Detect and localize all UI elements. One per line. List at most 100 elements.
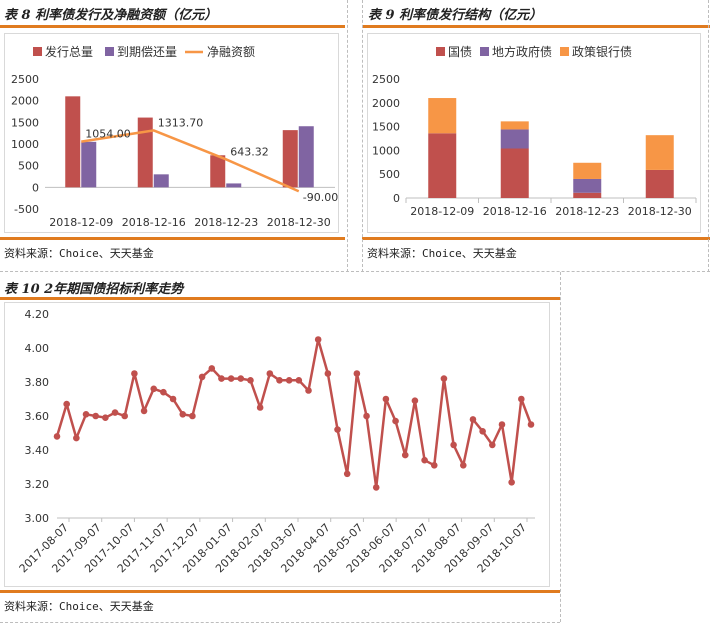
y-tick-label: 3.60 <box>25 410 50 423</box>
legend-label: 地方政府债 <box>492 44 552 59</box>
rate-point <box>111 409 119 416</box>
rate-point <box>131 370 138 377</box>
rate-point <box>247 377 254 384</box>
divider-bottom <box>0 622 560 623</box>
x-tick-label: 2018-12-30 <box>628 205 692 218</box>
y-tick-label: 2500 <box>11 73 39 86</box>
chart-8-box: 2500 2000 1500 1000 500 0 -500 2018-12-09 2018-1… <box>4 33 339 233</box>
bar <box>298 126 314 188</box>
bar <box>81 141 97 188</box>
rate-point <box>401 451 409 459</box>
y-tick-label: 2500 <box>372 73 400 86</box>
rate-point <box>189 412 196 420</box>
data-label: 1313.70 <box>158 116 204 129</box>
rate-point <box>334 426 341 433</box>
y-tick-label: 4.00 <box>25 342 50 355</box>
panel-8-bottom-rule <box>0 237 345 240</box>
rate-point <box>53 433 61 440</box>
y-tick-label: 500 <box>379 168 400 181</box>
legend-label: 到期偿还量 <box>117 44 177 59</box>
legend-swatch <box>105 47 114 56</box>
rate-point <box>285 377 293 384</box>
stacked-bar-segment <box>645 169 674 198</box>
rate-point <box>82 411 90 418</box>
rate-point <box>469 416 477 423</box>
rate-point <box>498 421 506 428</box>
divider-right <box>708 0 709 272</box>
rate-point <box>198 373 206 381</box>
rate-point <box>150 385 158 393</box>
rate-point <box>479 428 486 435</box>
y-tick-label: 1500 <box>11 116 39 129</box>
rate-point <box>295 377 303 384</box>
chart-9-svg: 2500 2000 1500 1000 500 0 2018-12-09 2018-12-16… <box>372 44 697 218</box>
legend-label: 政策银行债 <box>572 45 632 59</box>
y-tick-label: 1500 <box>372 121 400 134</box>
rate-point <box>92 412 99 420</box>
legend-swatch <box>560 47 569 56</box>
rate-point <box>450 441 457 449</box>
stacked-bar-segment <box>500 148 529 198</box>
chart-8-svg: 2500 2000 1500 1000 500 0 -500 2018-12-09 2018-1… <box>11 44 338 229</box>
legend-swatch <box>33 47 42 56</box>
panel-10-title: 表 10 2年期国债招标利率走势 <box>4 282 184 297</box>
legend-swatch <box>480 47 489 56</box>
rate-point <box>63 400 70 408</box>
legend-swatch <box>436 47 445 56</box>
y-tick-label: 2000 <box>11 95 39 108</box>
panel-8-source: 资料来源：Choice、天天基金 <box>4 247 154 260</box>
panel-8-title: 表 8 利率债发行及净融资额（亿元） <box>4 8 218 23</box>
data-label: -90.00 <box>303 191 338 204</box>
rate-point <box>266 370 274 377</box>
y-tick-label: 3.80 <box>25 376 50 389</box>
rate-point <box>372 484 380 491</box>
stacked-bar-segment <box>573 192 602 198</box>
stacked-bar-segment <box>500 129 529 149</box>
rate-point <box>208 365 216 372</box>
panel-10-bottom-rule <box>0 590 560 593</box>
rate-point <box>411 397 419 404</box>
x-tick-label: 2018-12-16 <box>122 216 186 229</box>
chart-10-box: 4.20 4.00 3.80 3.60 3.40 3.20 3.00 2017-08-07 20… <box>4 302 550 587</box>
rate-point <box>392 417 399 425</box>
x-tick-label: 2018-12-23 <box>555 205 619 218</box>
rate-point <box>508 479 515 486</box>
panel-10-source: 资料来源：Choice、天天基金 <box>4 600 154 613</box>
rate-point <box>160 388 167 396</box>
x-tick-label: 2018-12-16 <box>483 205 547 218</box>
panel-9-bottom-rule <box>362 237 710 240</box>
rate-point <box>73 434 80 442</box>
rate-point <box>102 414 109 421</box>
stacked-bar-segment <box>645 135 674 170</box>
x-tick-label: 2018-12-30 <box>267 216 331 229</box>
panel-9-title: 表 9 利率债发行结构（亿元） <box>368 8 543 23</box>
data-label: 1054.00 <box>85 128 131 141</box>
stacked-bar-segment <box>573 178 602 193</box>
rate-point <box>140 407 148 415</box>
rate-point <box>237 375 245 382</box>
bar <box>282 130 298 188</box>
y-tick-label: 3.40 <box>25 444 50 457</box>
divider-horizontal <box>0 271 710 272</box>
rate-point <box>421 456 428 464</box>
data-label: 643.32 <box>230 145 269 158</box>
rate-line <box>55 338 533 489</box>
rate-point <box>314 336 322 343</box>
rate-point <box>518 395 525 403</box>
rate-point <box>169 395 177 403</box>
net-financing-line <box>81 129 300 193</box>
rate-point <box>343 470 351 478</box>
panel-8-rule <box>0 25 345 28</box>
y-tick-label: 1000 <box>372 144 400 157</box>
chart-9-box: 2500 2000 1500 1000 500 0 2018-12-09 2018-12-16… <box>367 33 701 233</box>
rate-point <box>363 412 370 420</box>
rate-point <box>353 370 361 377</box>
panel-10-rule <box>0 297 560 300</box>
y-tick-label: 500 <box>18 160 39 173</box>
y-tick-label: 3.20 <box>25 478 50 491</box>
panel-9-source: 资料来源：Choice、天天基金 <box>367 247 517 260</box>
rate-point <box>440 375 448 382</box>
rate-point <box>227 375 235 382</box>
y-tick-label: 2000 <box>372 97 400 110</box>
rate-point <box>305 387 312 394</box>
